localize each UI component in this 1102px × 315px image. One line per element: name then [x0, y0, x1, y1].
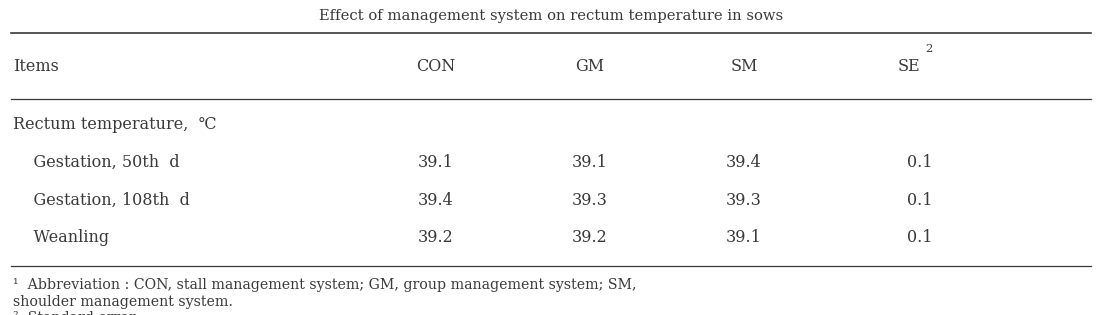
Text: 39.2: 39.2 — [572, 229, 607, 246]
Text: 0.1: 0.1 — [907, 192, 933, 209]
Text: SM: SM — [731, 58, 757, 75]
Text: 2: 2 — [926, 44, 933, 54]
Text: GM: GM — [575, 58, 604, 75]
Text: Gestation, 108th  d: Gestation, 108th d — [13, 192, 191, 209]
Text: 39.4: 39.4 — [418, 192, 453, 209]
Text: Gestation, 50th  d: Gestation, 50th d — [13, 154, 180, 171]
Text: ²  Standard error.: ² Standard error. — [13, 311, 139, 315]
Text: 0.1: 0.1 — [907, 229, 933, 246]
Text: 0.1: 0.1 — [907, 154, 933, 171]
Text: ¹  Abbreviation : CON, stall management system; GM, group management system; SM,: ¹ Abbreviation : CON, stall management s… — [13, 278, 637, 292]
Text: Rectum temperature,  ℃: Rectum temperature, ℃ — [13, 116, 217, 133]
Text: CON: CON — [415, 58, 455, 75]
Text: Items: Items — [13, 58, 60, 75]
Text: 39.1: 39.1 — [726, 229, 761, 246]
Text: 39.1: 39.1 — [418, 154, 453, 171]
Text: 39.3: 39.3 — [572, 192, 607, 209]
Text: 39.4: 39.4 — [726, 154, 761, 171]
Text: 39.2: 39.2 — [418, 229, 453, 246]
Text: 39.3: 39.3 — [726, 192, 761, 209]
Text: Weanling: Weanling — [13, 229, 109, 246]
Text: shoulder management system.: shoulder management system. — [13, 295, 234, 309]
Text: Effect of management system on rectum temperature in sows: Effect of management system on rectum te… — [318, 9, 784, 23]
Text: 39.1: 39.1 — [572, 154, 607, 171]
Text: SE: SE — [897, 58, 920, 75]
